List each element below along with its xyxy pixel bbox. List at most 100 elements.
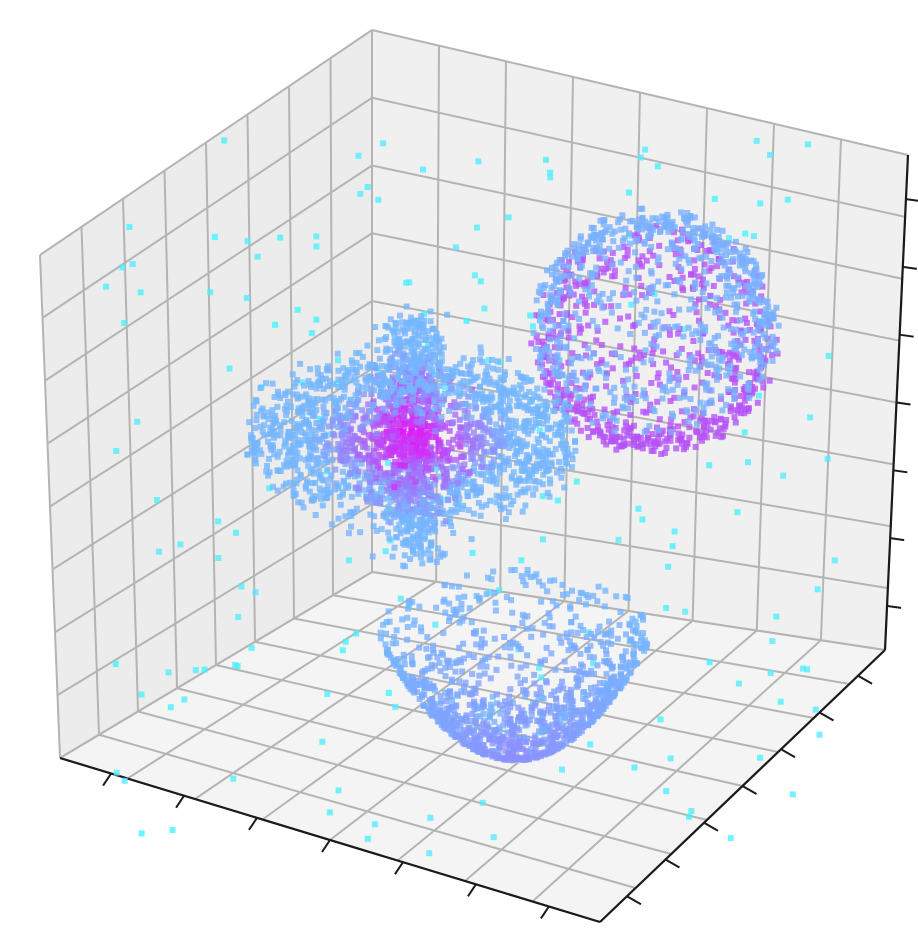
scatter-point	[539, 361, 546, 368]
scatter-point	[712, 432, 719, 439]
scatter-point	[593, 418, 600, 425]
scatter-point	[489, 463, 496, 470]
scatter-point	[113, 769, 120, 776]
scatter-point	[366, 459, 372, 466]
scatter-point	[556, 635, 563, 641]
scatter-point	[692, 407, 699, 414]
scatter-point	[728, 340, 735, 347]
scatter-point	[243, 295, 250, 301]
scatter-point	[589, 419, 596, 426]
scatter-point	[502, 741, 509, 748]
scatter-point	[399, 616, 406, 623]
scatter-point	[755, 392, 762, 399]
scatter-point	[411, 617, 418, 624]
scatter-point	[428, 486, 435, 493]
scatter-point	[427, 318, 434, 325]
scatter-point	[686, 231, 692, 237]
scatter-point	[387, 402, 394, 409]
scatter-point	[571, 416, 578, 423]
scatter-point	[716, 308, 723, 315]
scatter-point	[425, 328, 431, 335]
scatter-point	[502, 516, 509, 522]
scatter-point	[574, 719, 581, 726]
scatter-point	[561, 411, 568, 418]
scatter-point	[627, 669, 634, 676]
scatter-point	[708, 353, 715, 360]
scatter-point	[710, 283, 717, 289]
scatter-point	[745, 386, 752, 393]
scatter-point	[773, 613, 780, 620]
scatter-point	[353, 456, 360, 463]
scatter-point	[419, 498, 426, 505]
scatter-point	[624, 246, 631, 253]
scatter-point	[523, 374, 530, 381]
scatter-point	[626, 620, 633, 627]
scatter-point	[626, 360, 633, 367]
scatter-point	[498, 424, 505, 431]
scatter-point	[532, 345, 539, 352]
scatter-point	[392, 459, 399, 465]
scatter-point	[288, 417, 295, 424]
scatter-point	[597, 687, 604, 694]
scatter-point	[561, 277, 568, 284]
scatter-point	[481, 448, 488, 455]
scatter-point	[454, 480, 461, 487]
scatter-point	[430, 646, 437, 653]
scatter-point	[726, 266, 733, 273]
scatter-point	[472, 405, 479, 412]
scatter-point	[563, 441, 569, 448]
scatter-point	[731, 391, 738, 398]
scatter-point	[731, 301, 738, 308]
scatter-point	[557, 386, 564, 393]
scatter-point	[563, 693, 570, 700]
scatter-point	[711, 372, 718, 379]
scatter-point	[531, 463, 538, 470]
scatter-point	[668, 429, 675, 435]
scatter-point	[339, 381, 345, 388]
scatter-point	[448, 720, 455, 727]
scatter-point	[494, 358, 501, 365]
scatter-point	[468, 414, 475, 421]
scatter-point	[628, 424, 634, 431]
scatter-point	[437, 668, 444, 675]
scatter-point	[499, 754, 506, 761]
scatter-point	[541, 619, 548, 626]
scatter-point	[383, 630, 390, 637]
scatter-point	[743, 319, 750, 326]
scatter-point	[377, 500, 384, 507]
scatter-point	[448, 730, 455, 737]
scatter-point	[725, 386, 732, 393]
scatter-point	[509, 639, 516, 646]
scatter-point	[483, 663, 490, 670]
scatter-point	[411, 459, 418, 466]
scatter-point	[472, 459, 478, 466]
scatter-point	[752, 375, 759, 382]
scatter-point	[630, 627, 636, 634]
scatter-point	[555, 345, 562, 352]
scatter-point	[466, 470, 473, 477]
scatter-point	[295, 499, 302, 506]
scatter-point	[344, 412, 351, 419]
scatter-point	[291, 383, 298, 390]
scatter-point	[639, 226, 646, 233]
scatter-point	[452, 402, 459, 409]
scatter-point	[418, 504, 425, 511]
scatter-point	[611, 394, 618, 401]
scatter-point	[602, 265, 609, 272]
scatter-point	[406, 598, 413, 605]
scatter-point	[732, 308, 739, 315]
scatter-point	[649, 215, 656, 222]
scatter-point	[576, 323, 583, 330]
scatter-point	[378, 486, 384, 493]
scatter-point	[333, 480, 340, 487]
scatter-point	[352, 392, 359, 399]
scatter-point	[589, 317, 596, 324]
scatter-point	[480, 721, 487, 728]
scatter-point	[544, 402, 551, 409]
scatter-point	[750, 329, 757, 336]
scatter-point	[380, 381, 387, 388]
scatter-point	[513, 734, 520, 741]
scatter-point	[420, 378, 427, 385]
scatter-point	[406, 391, 413, 398]
scatter-point	[348, 523, 354, 530]
